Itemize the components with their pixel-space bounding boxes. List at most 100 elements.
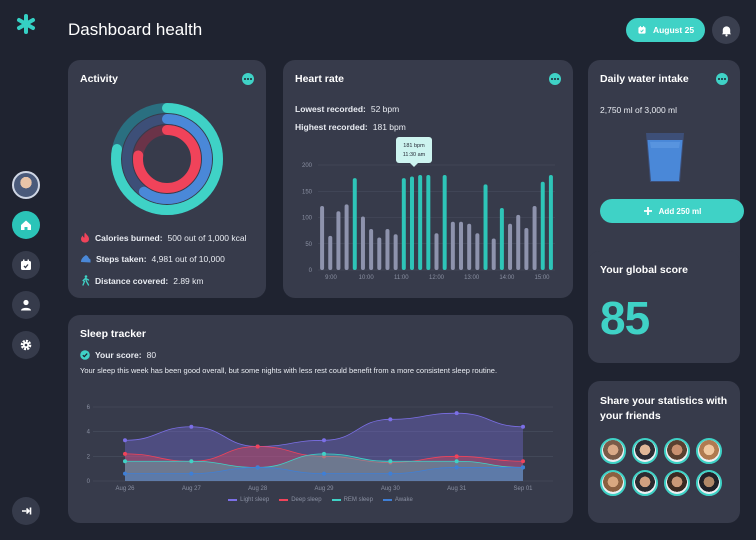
heart-bar xyxy=(548,174,553,270)
sleep-chart: 0 2 4 6 Aug 26 Aug 27 Aug 28 Aug 29 Aug 30 Aug 31… xyxy=(87,405,553,492)
calories-stat: Calories burned: 500 out of 1,000 kcal xyxy=(80,232,246,243)
sleep-score-label: Your score: xyxy=(95,350,142,360)
global-score-card: Your global score 85 xyxy=(588,251,740,363)
sleep-point xyxy=(454,454,459,459)
check-circle-icon xyxy=(80,350,90,360)
bell-icon xyxy=(721,25,731,36)
heart-bar xyxy=(467,223,472,270)
heart-y-tick: 150 xyxy=(302,189,313,195)
friend-avatar[interactable] xyxy=(664,438,690,464)
sleep-point xyxy=(322,451,326,456)
sleep-y-tick: 4 xyxy=(87,430,91,436)
running-person-icon xyxy=(82,275,90,286)
heart-bar xyxy=(532,205,537,270)
sleep-y-tick: 6 xyxy=(87,405,91,411)
water-title: Daily water intake xyxy=(600,73,689,85)
friend-avatar[interactable] xyxy=(696,438,722,464)
heart-bar xyxy=(475,233,480,270)
distance-value: 2.89 km xyxy=(173,275,204,286)
heart-bar xyxy=(426,174,431,270)
sleep-title: Sleep tracker xyxy=(80,328,146,340)
steps-value: 4,981 out of 10,000 xyxy=(151,254,225,264)
heart-bar xyxy=(450,221,455,270)
heart-bar xyxy=(336,211,341,270)
plus-icon xyxy=(643,207,652,215)
heart-bar xyxy=(491,238,496,270)
heart-bar xyxy=(524,228,529,270)
notifications-button[interactable] xyxy=(712,16,740,44)
highest-label: Highest recorded: xyxy=(295,122,368,132)
heart-x-tick: 9:00 xyxy=(325,275,337,281)
heart-bar xyxy=(393,234,398,270)
water-more-button[interactable] xyxy=(716,73,728,85)
activity-more-button[interactable] xyxy=(242,73,254,85)
gear-icon xyxy=(20,339,32,351)
heart-y-tick: 50 xyxy=(305,242,312,248)
sleep-point xyxy=(521,459,525,464)
lowest-value: 52 bpm xyxy=(370,104,400,114)
heart-bar xyxy=(459,221,464,270)
sidebar xyxy=(0,0,52,540)
sidebar-item-settings[interactable] xyxy=(12,331,40,359)
sleep-y-tick: 2 xyxy=(87,454,91,460)
sleep-point xyxy=(123,451,127,456)
sleep-x-tick: Aug 26 xyxy=(115,486,135,492)
sleep-point xyxy=(388,459,393,464)
sleep-point xyxy=(322,471,326,476)
sleep-point xyxy=(189,424,194,429)
user-avatar[interactable] xyxy=(12,171,40,199)
heart-bar xyxy=(385,229,390,270)
highest-value: 181 bpm xyxy=(372,122,406,132)
heart-rate-more-button[interactable] xyxy=(549,73,561,85)
heart-x-tick: 15:00 xyxy=(534,275,550,281)
friend-avatar[interactable] xyxy=(600,438,626,464)
friend-avatar[interactable] xyxy=(696,470,722,496)
sleep-point xyxy=(189,471,194,476)
heart-y-tick: 200 xyxy=(302,163,313,169)
friend-avatar[interactable] xyxy=(632,438,658,464)
sleep-point xyxy=(123,471,127,476)
heart-bar xyxy=(442,174,447,270)
friend-avatar[interactable] xyxy=(632,470,658,496)
heart-bar xyxy=(540,181,545,270)
heart-bar xyxy=(377,237,382,270)
activity-rings xyxy=(111,103,223,215)
water-glass-icon xyxy=(646,133,684,182)
heart-rate-chart: 0 50 100 150 200 9:00 10:00 11:00 12:00 13:00 14:0… xyxy=(302,163,555,281)
calendar-icon xyxy=(21,259,31,270)
distance-stat: Distance covered: 2.89 km xyxy=(80,275,203,286)
sidebar-item-home[interactable] xyxy=(12,211,40,239)
add-water-button[interactable]: Add 250 ml xyxy=(600,199,744,223)
legend-item: REM sleep xyxy=(331,497,373,503)
sleep-tracker-card: Sleep tracker Your score: 80 Your sleep … xyxy=(68,315,573,523)
sleep-point xyxy=(454,465,459,470)
sleep-point xyxy=(123,459,127,464)
friend-avatar[interactable] xyxy=(600,470,626,496)
sleep-point xyxy=(454,411,459,416)
logout-button[interactable] xyxy=(12,497,40,525)
heart-bar xyxy=(409,176,414,270)
user-icon xyxy=(21,299,31,311)
date-button[interactable]: August 25 xyxy=(626,18,705,42)
heart-bar xyxy=(499,208,504,270)
logout-icon xyxy=(22,507,32,515)
global-score-title: Your global score xyxy=(600,264,688,276)
lowest-recorded: Lowest recorded: 52 bpm xyxy=(295,104,399,114)
sleep-point xyxy=(388,471,393,476)
heart-y-tick: 0 xyxy=(309,268,313,274)
heart-bar xyxy=(434,233,439,270)
sidebar-item-calendar[interactable] xyxy=(12,251,40,279)
sleep-legend: Light sleep Deep sleep REM sleep Awake xyxy=(68,497,573,503)
steps-label: Steps taken: xyxy=(96,254,147,264)
sleep-point xyxy=(388,417,393,422)
share-title: Share your statistics with your friends xyxy=(600,395,728,422)
heart-tooltip: 181 bpm 11:30 am xyxy=(396,137,432,167)
sleep-x-tick: Aug 31 xyxy=(447,486,467,492)
heart-bar xyxy=(360,216,365,270)
date-label: August 25 xyxy=(652,25,695,35)
water-amount: 2,750 ml of 3,000 ml xyxy=(600,105,678,115)
tooltip-time: 11:30 am xyxy=(402,151,426,158)
sidebar-item-profile[interactable] xyxy=(12,291,40,319)
friend-avatar[interactable] xyxy=(664,470,690,496)
heart-x-tick: 13:00 xyxy=(464,275,480,281)
